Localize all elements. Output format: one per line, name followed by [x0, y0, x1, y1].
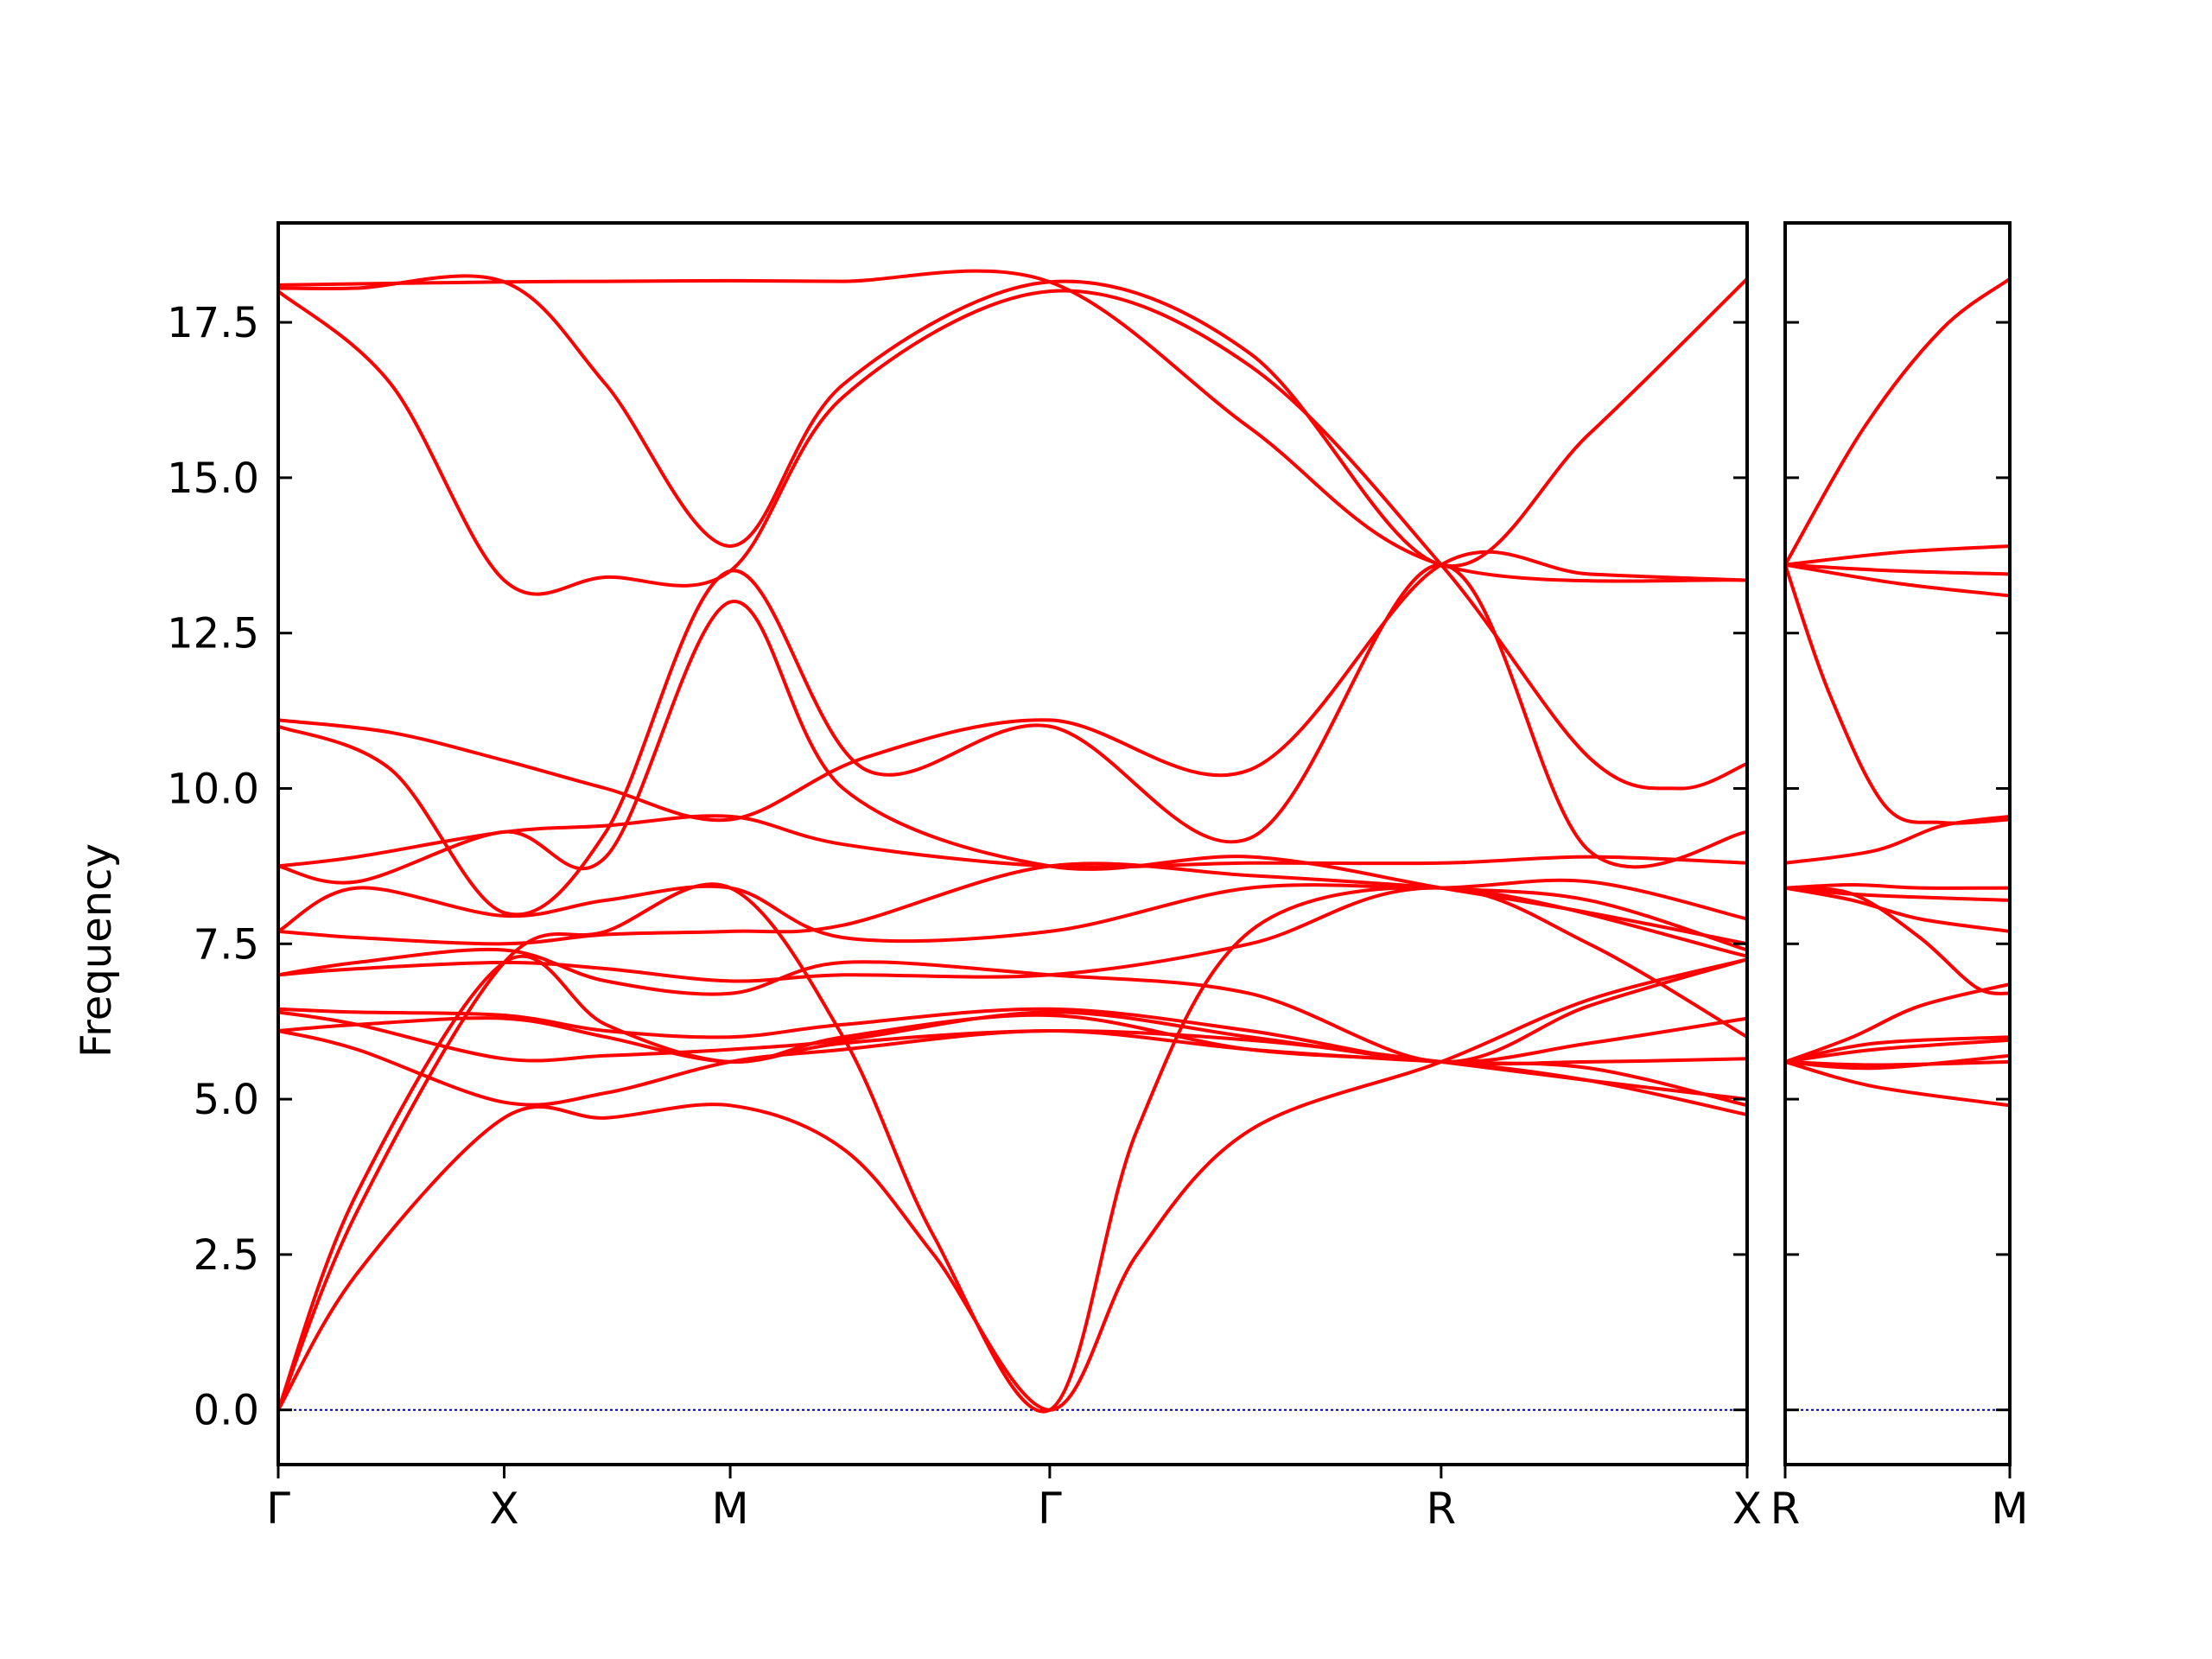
y-tick-label: 12.5 [167, 610, 259, 658]
band-line-right-4 [1783, 563, 2012, 598]
band-line-main-18 [276, 957, 1749, 1412]
x-tick-label: R [1427, 1484, 1457, 1534]
band-line-right-16 [1783, 1059, 2012, 1108]
band-panels: 0.02.55.07.510.012.515.017.5Γ X M Γ R X R M [167, 221, 2029, 1534]
band-line-right-15 [1783, 1059, 2012, 1067]
band-line-right-1 [1783, 276, 2012, 567]
band-line-right-5 [1783, 563, 2012, 825]
band-line-main-3 [276, 289, 1749, 791]
x-tick-label: Γ [266, 1484, 290, 1534]
band-line-right-2 [1783, 544, 2012, 567]
y-tick-label: 7.5 [194, 920, 259, 969]
axes-frame-main [276, 221, 1749, 1466]
band-line-right-12 [1783, 1035, 2012, 1064]
y-tick-label: 0.0 [194, 1387, 259, 1435]
band-line-right-6 [1783, 814, 2012, 865]
band-line-main-11 [276, 947, 1749, 1064]
band-line-main-4 [276, 550, 1749, 823]
x-tick-label: R [1770, 1484, 1801, 1534]
x-tick-label: X [489, 1484, 518, 1534]
band-line-right-10 [1783, 886, 2012, 995]
band-line-main-9 [276, 861, 1749, 952]
band-line-right-9 [1783, 886, 2012, 933]
band-line-main-1 [276, 269, 1749, 583]
y-tick-label: 5.0 [194, 1076, 259, 1124]
band-line-main-5 [276, 563, 1749, 917]
y-tick-label: 17.5 [167, 299, 259, 347]
band-line-main-17 [276, 882, 1749, 1414]
axes-frame-right [1783, 221, 2012, 1466]
panel-main: 0.0 2.5 5.0 7.5 10.0 12.5 15.0 17.5 Γ X M Γ R X [167, 221, 1762, 1534]
y-tick-label: 15.0 [167, 454, 259, 503]
x-tick-label: M [1991, 1484, 2028, 1534]
x-tick-label: X [1732, 1484, 1762, 1534]
band-line-main-12 [276, 1007, 1749, 1065]
band-line-main-15 [276, 1029, 1749, 1108]
band-line-right-7 [1783, 883, 2012, 890]
band-line-right-3 [1783, 563, 2012, 576]
y-tick-label: 10.0 [167, 765, 259, 813]
x-tick-label: M [712, 1484, 749, 1534]
y-axis-label: Frequency [73, 843, 121, 1058]
band-line-main-2 [276, 274, 1749, 569]
band-line-right-11 [1783, 982, 2012, 1064]
band-line-right-13 [1783, 1038, 2012, 1064]
band-line-main-8 [276, 878, 1749, 944]
y-tick-label: 2.5 [194, 1231, 259, 1280]
x-tick-label: Γ [1038, 1484, 1062, 1534]
band-line-right-8 [1783, 886, 2012, 902]
